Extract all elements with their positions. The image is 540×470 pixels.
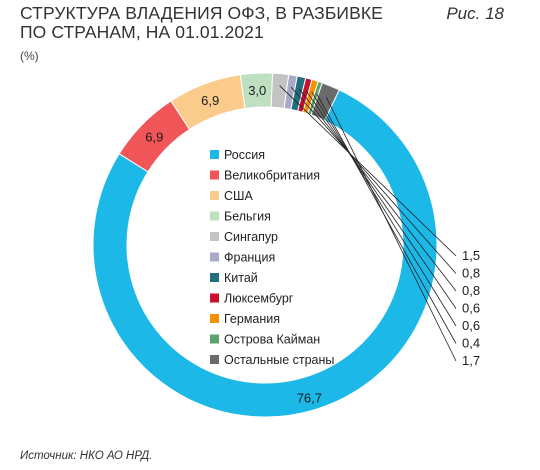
value-label-остальные-страны: 1,7	[462, 353, 480, 368]
legend-swatch-остальные-страны	[210, 355, 219, 364]
legend-label-германия: Германия	[224, 312, 280, 326]
value-label-великобритания: 6,9	[145, 129, 163, 144]
leader-line-китай	[298, 88, 457, 292]
legend-label-люксембург: Люксембург	[224, 292, 294, 306]
legend-label-россия: Россия	[224, 148, 265, 162]
value-label-сингапур: 1,5	[462, 248, 480, 263]
value-label-китай: 0,8	[462, 283, 480, 298]
leader-line-люксембург	[305, 90, 457, 309]
legend-swatch-сингапур	[210, 232, 219, 241]
legend-swatch-россия	[210, 150, 219, 159]
chart-title: СТРУКТУРА ВЛАДЕНИЯ ОФЗ, В РАЗБИВКЕ ПО СТ…	[20, 4, 400, 42]
legend-swatch-китай	[210, 273, 219, 282]
figure-number: Рис. 18	[446, 4, 504, 23]
slice-россия	[92, 89, 438, 418]
legend-swatch-острова-кайман	[210, 334, 219, 344]
source-note: Источник: НКО АО НРД.	[20, 450, 153, 462]
value-label-германия: 0,6	[462, 318, 480, 333]
value-label-острова-кайман: 0,4	[462, 336, 480, 351]
legend-swatch-люксембург	[210, 293, 219, 303]
legend-label-франция: Франция	[224, 251, 275, 265]
legend-swatch-бельгия	[210, 211, 219, 221]
value-label-сша: 6,9	[201, 93, 219, 108]
leader-line-франция	[290, 86, 457, 274]
leader-line-сингапур	[279, 85, 457, 257]
legend-swatch-франция	[210, 252, 219, 262]
legend-swatch-германия	[210, 314, 219, 323]
legend-label-китай: Китай	[224, 271, 258, 285]
value-label-россия: 76,7	[297, 391, 322, 406]
leader-line-германия	[311, 91, 457, 327]
legend-label-сша: США	[224, 189, 253, 203]
leader-line-остальные-страны	[325, 97, 457, 362]
unit-label: (%)	[20, 49, 39, 63]
value-label-бельгия: 3,0	[248, 83, 266, 98]
legend-swatch-сша	[210, 191, 219, 200]
value-label-франция: 0,8	[462, 266, 480, 281]
legend-label-бельгия: Бельгия	[224, 210, 271, 224]
legend-swatch-великобритания	[210, 170, 219, 180]
title-line-1: СТРУКТУРА ВЛАДЕНИЯ ОФЗ, В РАЗБИВКЕ	[20, 3, 383, 23]
legend-label-сингапур: Сингапур	[224, 230, 278, 244]
legend-label-великобритания: Великобритания	[224, 169, 320, 183]
value-label-люксембург: 0,6	[462, 301, 480, 316]
legend-label-остальные-страны: Остальные страны	[224, 353, 334, 367]
title-line-2: ПО СТРАНАМ, НА 01.01.2021	[20, 22, 264, 42]
legend-label-острова-кайман: Острова Кайман	[224, 333, 320, 347]
